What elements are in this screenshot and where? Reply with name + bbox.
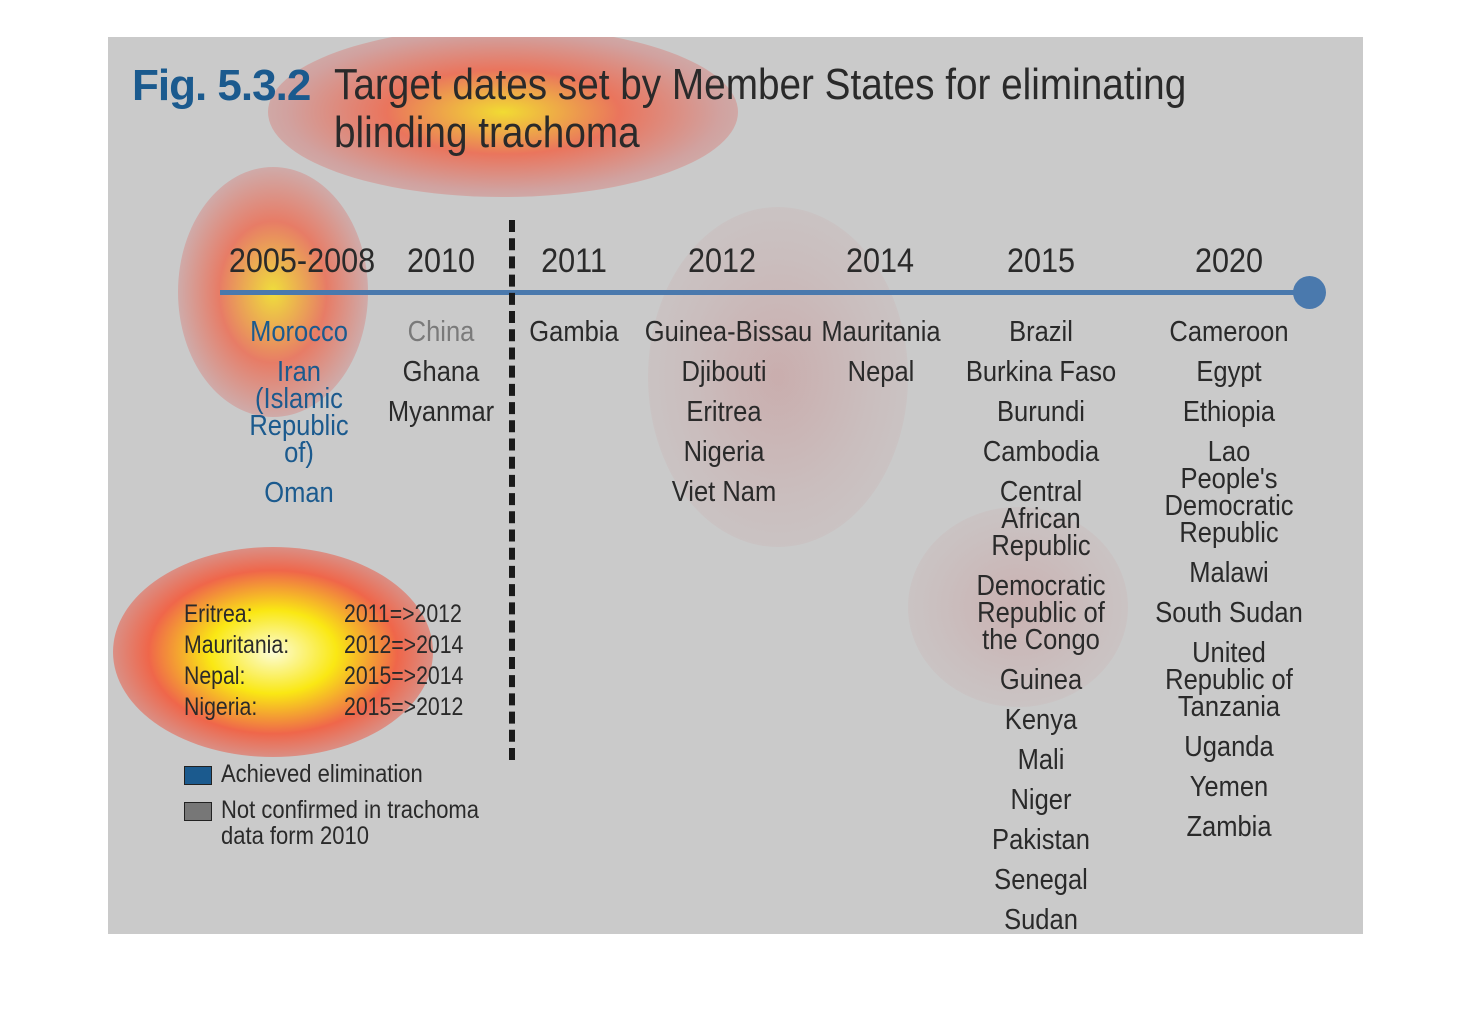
country-label: Mali bbox=[1017, 744, 1065, 776]
column-2020: Cameroon Egypt Ethiopia Lao People's Dem… bbox=[1139, 316, 1319, 854]
year-label: 2011 bbox=[541, 242, 607, 280]
country-label: Gambia bbox=[529, 316, 619, 348]
change-value: 2012=>2014 bbox=[344, 631, 464, 659]
title-line: blinding trachoma bbox=[334, 108, 640, 157]
legend: Achieved elimination Not confirmed in tr… bbox=[184, 761, 514, 859]
target-changes: Eritrea: 2011=>2012 Mauritania: 2012=>20… bbox=[184, 600, 484, 724]
country-label: South Sudan bbox=[1155, 597, 1303, 629]
country-label: Burundi bbox=[997, 396, 1085, 428]
change-row: Nepal: 2015=>2014 bbox=[184, 662, 484, 693]
country-label: Cambodia bbox=[982, 436, 1100, 468]
country-label: Myanmar bbox=[387, 396, 495, 428]
legend-label: Achieved elimination bbox=[221, 760, 423, 788]
country-label: Central African Republic bbox=[991, 476, 1091, 562]
change-row: Mauritania: 2012=>2014 bbox=[184, 631, 484, 662]
country-label: Malawi bbox=[1189, 557, 1269, 589]
column-2012: Guinea-Bissau Djibouti Eritrea Nigeria V… bbox=[634, 316, 814, 519]
timeline-end-dot bbox=[1293, 276, 1326, 309]
change-country: Nepal: bbox=[184, 662, 246, 690]
column-2015: Brazil Burkina Faso Burundi Cambodia Cen… bbox=[951, 316, 1131, 935]
year-label: 2005-2008 bbox=[228, 242, 376, 280]
country-label: Iran (Islamic Republic of) bbox=[249, 356, 349, 469]
country-label: Mauritania bbox=[821, 316, 941, 348]
column-2005-2008: Morocco Iran (Islamic Republic of) Oman bbox=[209, 316, 389, 520]
country-label: Nigeria bbox=[683, 436, 765, 468]
country-label: Viet Nam bbox=[671, 476, 777, 508]
country-label: Egypt bbox=[1196, 356, 1262, 388]
change-country: Mauritania: bbox=[184, 631, 290, 659]
country-label: Senegal bbox=[994, 864, 1088, 896]
country-label: Morocco bbox=[250, 316, 348, 348]
change-value: 2015=>2012 bbox=[344, 693, 464, 721]
legend-item-achieved: Achieved elimination bbox=[184, 761, 514, 787]
figure-title: Target dates set by Member States for el… bbox=[334, 61, 1186, 157]
country-label: Nepal bbox=[847, 356, 915, 388]
dashed-divider bbox=[509, 220, 515, 760]
country-label: Oman bbox=[264, 477, 334, 509]
country-label: Ethiopia bbox=[1182, 396, 1276, 428]
year-label: 2012 bbox=[687, 242, 757, 280]
change-country: Eritrea: bbox=[184, 600, 253, 628]
country-label: Guinea bbox=[999, 664, 1083, 696]
change-value: 2011=>2012 bbox=[344, 600, 462, 628]
country-label: United Republic of Tanzania bbox=[1165, 637, 1293, 723]
change-country: Nigeria: bbox=[184, 693, 258, 721]
country-label: Ghana bbox=[402, 356, 480, 388]
country-label: Cameroon bbox=[1169, 316, 1289, 348]
country-label: Zambia bbox=[1186, 811, 1272, 843]
country-label: Lao People's Democratic Republic bbox=[1164, 436, 1294, 549]
year-label: 2015 bbox=[1006, 242, 1076, 280]
legend-swatch-blue bbox=[184, 766, 212, 785]
column-2010: China Ghana Myanmar bbox=[351, 316, 531, 439]
figure-number: Fig. 5.3.2 bbox=[132, 61, 311, 110]
figure-panel: Fig. 5.3.2 Target dates set by Member St… bbox=[108, 37, 1363, 934]
legend-label: data form 2010 bbox=[221, 822, 369, 850]
country-label: Yemen bbox=[1189, 771, 1269, 803]
column-2014: Mauritania Nepal bbox=[791, 316, 971, 399]
country-label: Niger bbox=[1010, 784, 1072, 816]
country-label: Burkina Faso bbox=[965, 356, 1117, 388]
country-label: Sudan bbox=[1004, 904, 1078, 935]
country-label: China bbox=[407, 316, 475, 348]
year-label: 2020 bbox=[1194, 242, 1264, 280]
legend-label: Not confirmed in trachoma bbox=[221, 796, 480, 824]
change-row: Nigeria: 2015=>2012 bbox=[184, 693, 484, 724]
timeline-axis bbox=[220, 290, 1310, 295]
legend-swatch-gray bbox=[184, 802, 212, 821]
country-label: Pakistan bbox=[992, 824, 1090, 856]
country-label: Guinea-Bissau bbox=[644, 316, 813, 348]
country-label: Eritrea bbox=[686, 396, 762, 428]
year-label: 2014 bbox=[845, 242, 915, 280]
change-value: 2015=>2014 bbox=[344, 662, 464, 690]
country-label: Djibouti bbox=[681, 356, 767, 388]
country-label: Uganda bbox=[1184, 731, 1274, 763]
title-line: Target dates set by Member States for el… bbox=[334, 60, 1187, 109]
legend-item-unconfirmed: Not confirmed in trachoma data form 2010 bbox=[184, 797, 514, 849]
year-label: 2010 bbox=[406, 242, 476, 280]
column-2011: Gambia bbox=[484, 316, 664, 359]
change-row: Eritrea: 2011=>2012 bbox=[184, 600, 484, 631]
country-label: Brazil bbox=[1009, 316, 1073, 348]
country-label: Democratic Republic of the Congo bbox=[976, 570, 1106, 656]
country-label: Kenya bbox=[1004, 704, 1078, 736]
